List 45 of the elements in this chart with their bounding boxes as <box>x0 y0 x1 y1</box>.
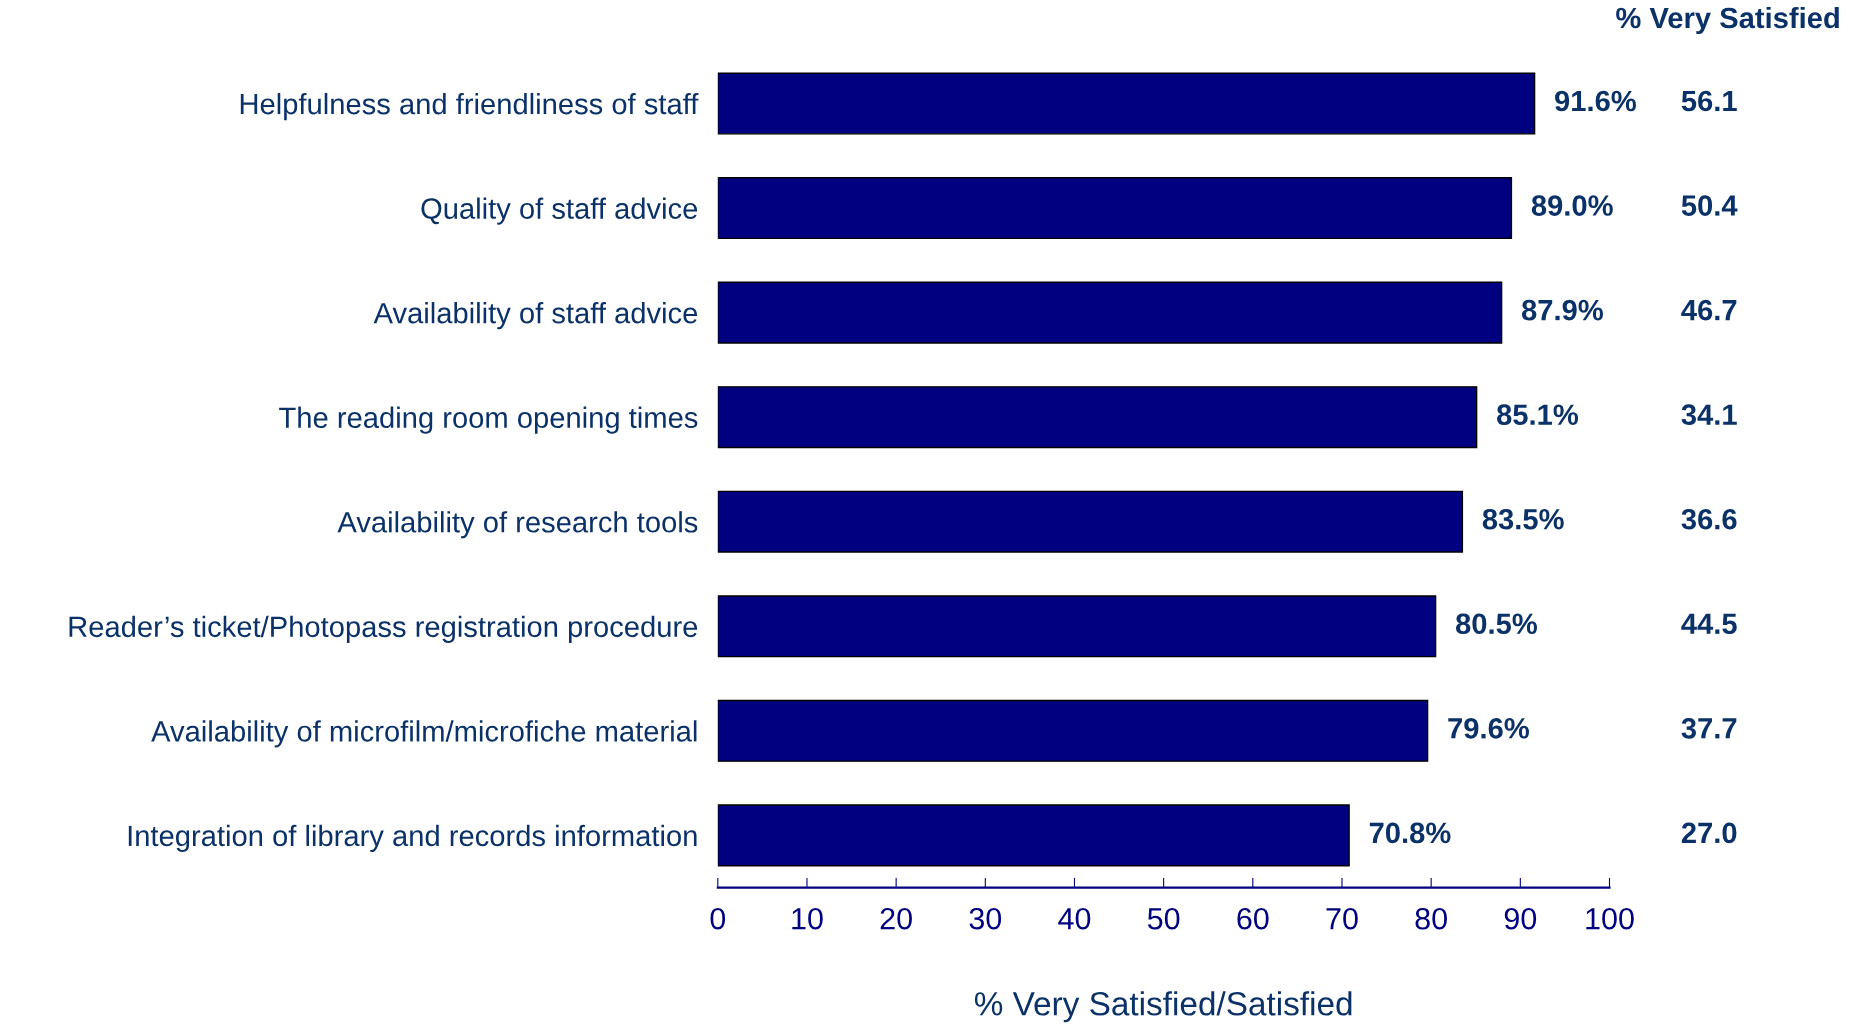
data-label: 85.1% <box>1497 404 1579 425</box>
text: 27.0 <box>1681 822 1737 844</box>
bar <box>717 72 1536 135</box>
text: 50.4 <box>1681 195 1738 216</box>
y-tick-label: Availability of staff advice <box>373 302 698 330</box>
data-label: 70.8% <box>1369 822 1451 844</box>
x-tick-label: 60 <box>1237 907 1269 930</box>
text: % Very Satisfied <box>1616 6 1839 35</box>
data-label: 91.6% <box>1555 90 1636 112</box>
x-tick-label: 10 <box>792 907 823 930</box>
text: 44.5 <box>1681 613 1737 635</box>
data-label: 83.5% <box>1482 508 1564 530</box>
data-label: 87.9% <box>1521 299 1603 321</box>
x-tick-label: 0 <box>710 907 726 930</box>
x-tick-label: 70 <box>1326 907 1358 930</box>
data-label: 80.5% <box>1455 613 1537 635</box>
y-tick-label: Quality of staff advice <box>421 197 698 225</box>
data-label: 89.0% <box>1531 195 1613 216</box>
bar <box>717 804 1350 867</box>
bar <box>717 386 1478 449</box>
text: 46.7 <box>1681 299 1737 321</box>
text: 36.6 <box>1681 508 1737 530</box>
bar <box>717 177 1513 240</box>
x-tick-label: 30 <box>969 907 1002 930</box>
x-tick-label: 20 <box>880 907 912 930</box>
text: 56.1 <box>1681 90 1737 112</box>
bar <box>717 490 1464 553</box>
y-tick-label: Reader’s ticket/Photopass registration procedure <box>69 615 698 643</box>
bar <box>717 281 1503 344</box>
bar <box>717 595 1437 658</box>
y-tick-label: Availability of microfilm/microfiche material <box>151 720 697 748</box>
bar <box>717 699 1429 762</box>
y-tick-label: Availability of research tools <box>337 511 698 539</box>
x-tick-label: 40 <box>1058 907 1091 930</box>
y-tick-label: The reading room opening times <box>279 406 698 434</box>
x-tick-label: 50 <box>1147 907 1180 930</box>
x-tick-label: 100 <box>1586 907 1634 930</box>
data-label: 79.6% <box>1448 718 1529 739</box>
x-tick-label: 90 <box>1504 907 1537 930</box>
x-tick-label: 80 <box>1415 907 1447 930</box>
x-axis-title: % Very Satisfied/Satisfied <box>974 991 1352 1023</box>
text: 34.1 <box>1681 404 1737 426</box>
y-tick-label: Integration of library and records information <box>128 824 697 852</box>
y-tick-label: Helpfulness and friendliness of staff <box>240 92 699 121</box>
text: 37.7 <box>1681 718 1737 739</box>
